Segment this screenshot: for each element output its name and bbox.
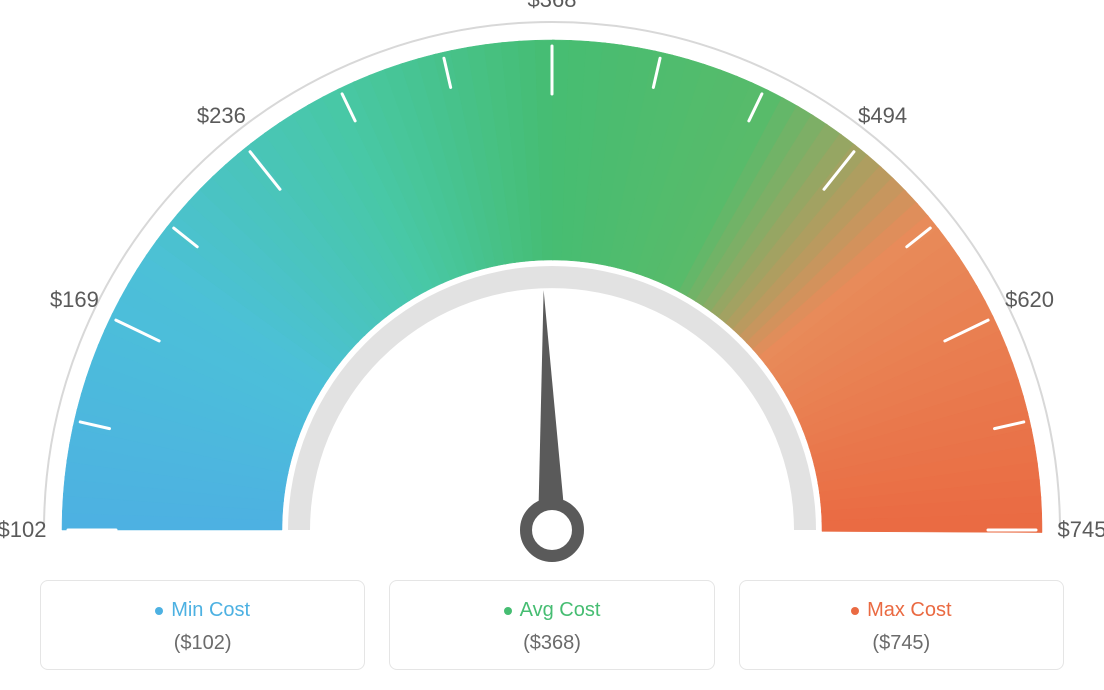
legend-text-avg: Avg Cost — [520, 599, 601, 622]
legend-label-avg: Avg Cost — [504, 599, 601, 622]
gauge-svg — [0, 0, 1104, 570]
gauge-needle — [538, 290, 566, 530]
dot-icon — [504, 607, 512, 615]
legend-value-avg: ($368) — [400, 632, 703, 655]
dot-icon — [155, 607, 163, 615]
tick-label: $169 — [50, 287, 99, 313]
legend-value-max: ($745) — [750, 632, 1053, 655]
tick-label: $102 — [0, 517, 46, 543]
cost-gauge: $102 $169 $236 $368 $494 $620 $745 — [0, 0, 1104, 570]
legend-text-max: Max Cost — [867, 599, 951, 622]
legend-card-min: Min Cost ($102) — [40, 580, 365, 670]
legend-text-min: Min Cost — [171, 599, 250, 622]
tick-label: $236 — [197, 103, 246, 129]
legend-value-min: ($102) — [51, 632, 354, 655]
tick-label: $620 — [1005, 287, 1054, 313]
tick-label: $494 — [858, 103, 907, 129]
legend-label-max: Max Cost — [851, 599, 951, 622]
tick-label: $745 — [1058, 517, 1104, 543]
legend-row: Min Cost ($102) Avg Cost ($368) Max Cost… — [40, 580, 1064, 670]
needle-hub — [526, 504, 578, 556]
legend-card-avg: Avg Cost ($368) — [389, 580, 714, 670]
dot-icon — [851, 607, 859, 615]
legend-card-max: Max Cost ($745) — [739, 580, 1064, 670]
legend-label-min: Min Cost — [155, 599, 250, 622]
tick-label: $368 — [528, 0, 577, 13]
